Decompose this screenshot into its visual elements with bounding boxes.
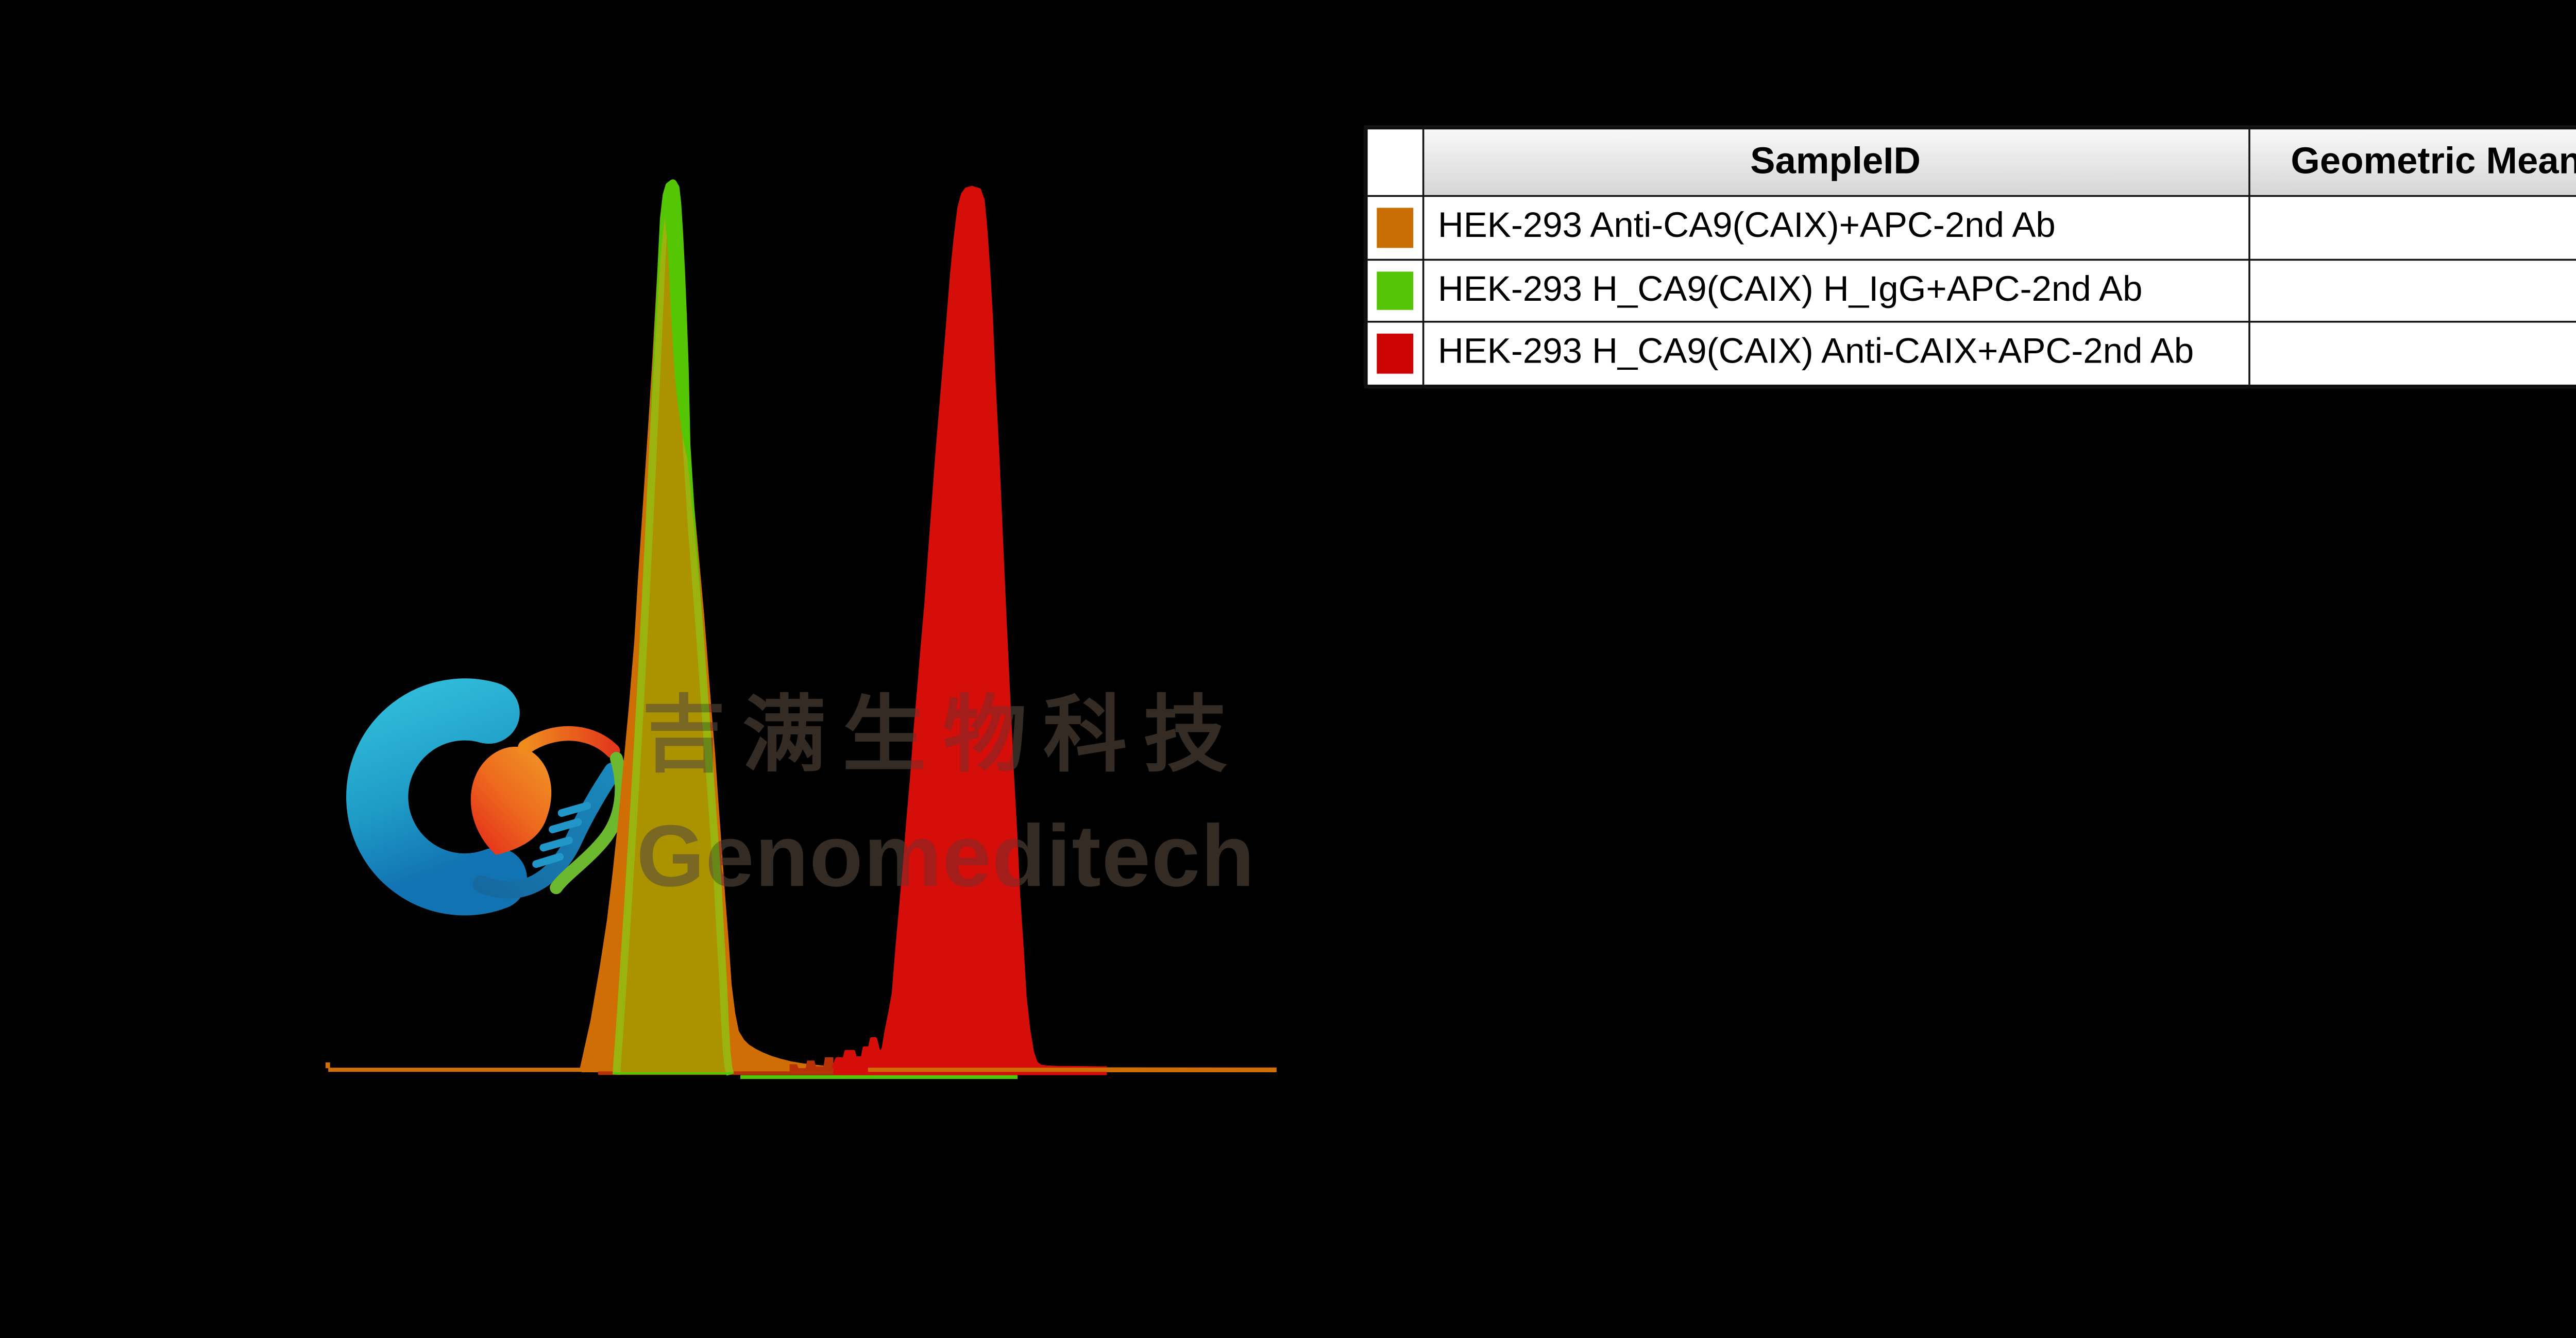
legend-swatch-cell	[1365, 195, 1423, 260]
logo-blue-c-swoosh	[346, 678, 622, 916]
logo-flame-icon	[470, 726, 620, 855]
watermark-chinese-text: 吉满生物科技	[641, 687, 1244, 782]
logo-leaf-icon	[550, 752, 628, 895]
series-color-swatch	[1377, 208, 1414, 247]
legend-row: HEK-293 H_CA9(CAIX) H_IgG+APC-2nd Ab840	[1365, 258, 2576, 323]
sample-id-cell: HEK-293 H_CA9(CAIX) Anti-CAIX+APC-2nd Ab	[1421, 320, 2250, 387]
legend-swatch-cell	[1365, 320, 1423, 387]
legend-swatch-cell	[1365, 258, 1423, 323]
geometric-mean-cell: 262197	[2247, 320, 2576, 387]
sample-id-cell: HEK-293 Anti-CA9(CAIX)+APC-2nd Ab	[1421, 195, 2250, 260]
orange-baseline-over-red	[868, 1068, 1113, 1072]
red-histogram-outline	[832, 186, 1107, 1070]
geometric-mean-cell: 1208	[2247, 195, 2576, 260]
legend-table: SampleID Geometric Mean : FL11-H HEK-293…	[1364, 126, 2576, 388]
legend-header-row: SampleID Geometric Mean : FL11-H	[1365, 127, 2576, 197]
green-baseline	[740, 1075, 1018, 1079]
genomeditech-logo	[346, 678, 628, 916]
watermark-english-text: Genomeditech	[636, 809, 1256, 906]
legend-header-sampleid: SampleID	[1421, 127, 2250, 197]
green-orange-overlap-fill	[616, 217, 731, 1072]
geometric-mean-cell: 840	[2247, 258, 2576, 323]
legend-row: HEK-293 Anti-CA9(CAIX)+APC-2nd Ab1208	[1365, 195, 2576, 260]
axis-tick	[325, 1062, 330, 1069]
red-histogram-fill	[833, 187, 1107, 1075]
sample-id-cell: HEK-293 H_CA9(CAIX) H_IgG+APC-2nd Ab	[1421, 258, 2250, 323]
legend-header-swatch-col	[1365, 127, 1423, 197]
legend-header-geomean: Geometric Mean : FL11-H	[2247, 127, 2576, 197]
logo-dna-rungs-icon	[532, 802, 591, 868]
series-color-swatch	[1377, 270, 1414, 310]
legend-row: HEK-293 H_CA9(CAIX) Anti-CAIX+APC-2nd Ab…	[1365, 320, 2576, 387]
series-color-swatch	[1377, 333, 1414, 373]
